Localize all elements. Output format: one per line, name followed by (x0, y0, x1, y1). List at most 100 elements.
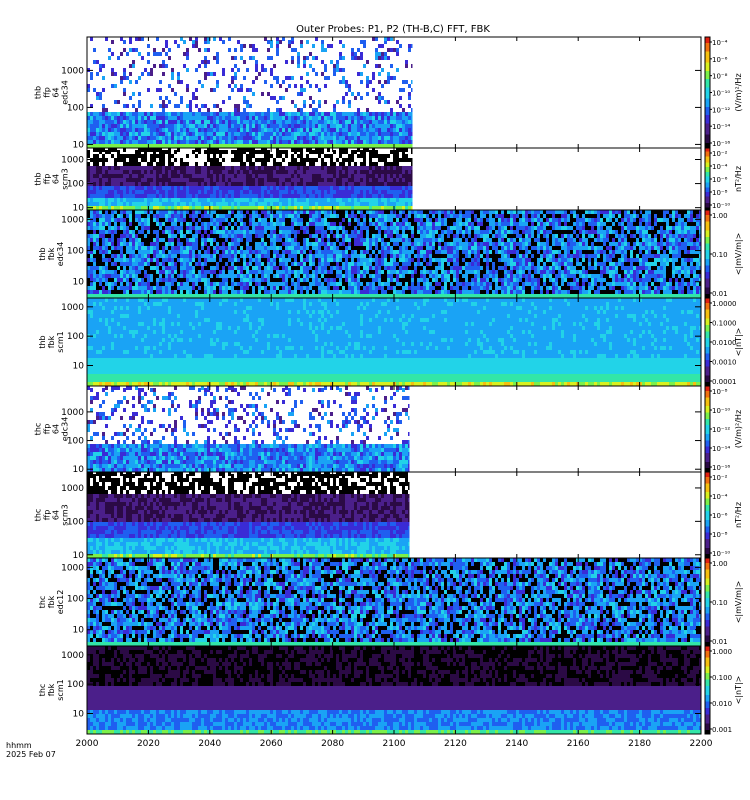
x-tick-label: 2060 (260, 739, 283, 749)
panel-5-colorbar-tick: 10⁻¹⁴ (712, 445, 730, 453)
panel-7-colorbar-tick: 0.01 (712, 638, 728, 646)
panel-8-colorbar-tick: 1.000 (712, 648, 732, 656)
x-tick-label: 2180 (628, 739, 651, 749)
panel-6-colorbar-tick: 10⁻¹⁰ (712, 550, 730, 558)
panel-2-colorbar-tick: 10⁻⁴ (712, 163, 728, 171)
panel-3-colorbar: 1.00 0.10 0.01 <|mV/m|> (704, 209, 743, 299)
panel-8-ytick-label: 1000 (61, 651, 84, 661)
panel-1-colorbar-tick: 10⁻¹⁶ (712, 140, 730, 148)
panel-6-colorbar-label: nT²/Hz (734, 502, 743, 528)
panel-6-ytick-label: 100 (67, 517, 84, 527)
panel-2-ylabel: ffp (43, 174, 52, 185)
panel-6-ytick-label: 1000 (61, 484, 84, 494)
panel-7-colorbar-tick: 1.00 (712, 560, 728, 568)
panel-1-colorbar-tick: 10⁻¹⁰ (712, 90, 730, 98)
panel-7-colorbar-label: <|mV/m|> (734, 581, 743, 624)
panel-3-ylabel: edc34 (56, 242, 65, 267)
panel-7: 10 100 1000 thc fbk edc12 1.00 0.10 0.01 <|mV/m|> (38, 557, 743, 647)
panel-1-ytick-label: 10 (73, 140, 85, 150)
panel-1-colorbar: 10⁻⁴ 10⁻⁶ 10⁻⁸ 10⁻¹⁰ 10⁻¹² 10⁻¹⁴ 10⁻¹⁶ (V/m)²/H… (704, 36, 743, 149)
panel-6-colorbar: 10⁻² 10⁻⁴ 10⁻⁶ 10⁻⁸ 10⁻¹⁰ nT²/Hz (704, 471, 743, 559)
panel-6-colorbar-tick: 10⁻⁶ (712, 512, 728, 520)
panel-6-colorbar-tick: 10⁻⁸ (712, 531, 728, 539)
x-tick-label: 2100 (383, 739, 406, 749)
panel-2-ylabel: scm3 (61, 168, 70, 189)
panel-2-colorbar: 10⁻² 10⁻⁴ 10⁻⁶ 10⁻⁸ 10⁻¹⁰ nT²/Hz (704, 147, 743, 211)
panel-5: 10 100 1000 thc ffp 64 edc34 10⁻⁸ 10⁻¹⁰ 10⁻¹² 10⁻¹… (34, 385, 743, 475)
panel-3: 10 100 1000 thb fbk edc34 1.00 0.10 0.01 <|mV/m|> (38, 209, 743, 299)
x-tick-label: 2000 (76, 739, 99, 749)
panel-4-ylabel: thb (38, 335, 47, 348)
panel-4-ylabel: scm1 (56, 331, 65, 352)
panel-6-ylabel: thc (34, 509, 43, 522)
panel-2-colorbar-tick: 10⁻¹⁰ (712, 202, 730, 210)
panel-5-colorbar-tick: 10⁻¹⁶ (712, 464, 730, 472)
time-label-date: 2025 Feb 07 (6, 750, 56, 759)
panel-3-colorbar-tick: 0.01 (712, 290, 728, 298)
panel-1-ylabel: thb (34, 86, 43, 99)
panel-8-colorbar-label: <|nT|> (734, 676, 743, 705)
panel-5-ytick-label: 10 (73, 465, 85, 475)
panel-3-heatmap (87, 210, 701, 298)
panel-1-colorbar-tick: 10⁻⁸ (712, 73, 728, 81)
panel-1-colorbar-tick: 10⁻⁴ (712, 39, 728, 47)
panel-8-ylabel: fbk (47, 683, 56, 696)
panel-1-colorbar-label: (V/m)²/Hz (734, 73, 743, 111)
panel-1-colorbar-tick: 10⁻¹² (712, 106, 730, 114)
time-label-hhmm: hhmm (6, 741, 32, 750)
panel-4-colorbar-tick: 0.0100 (712, 339, 737, 347)
panel-7-ylabel: thc (38, 596, 47, 609)
panel-2-ylabel: thb (34, 172, 43, 185)
x-tick-label: 2020 (137, 739, 160, 749)
panel-6-ylabel: ffp (43, 510, 52, 521)
panel-7-ylabel: edc12 (56, 590, 65, 615)
x-tick-label: 2120 (444, 739, 467, 749)
x-tick-label: 2080 (321, 739, 344, 749)
x-tick-label: 2140 (505, 739, 528, 749)
panel-3-ylabel: thb (38, 247, 47, 260)
panel-4-ytick-label: 1000 (61, 303, 84, 313)
panel-7-heatmap (87, 558, 701, 646)
panel-5-colorbar-tick: 10⁻¹² (712, 426, 730, 434)
x-axis: 2000 2020 2040 2060 2080 2100 2120 2140 2160 2180… (76, 37, 713, 749)
panel-1-ylabel: ffp (43, 87, 52, 98)
x-tick-label: 2200 (690, 739, 713, 749)
panel-3-ytick-label: 1000 (61, 215, 84, 225)
panel-4-ytick-label: 10 (73, 361, 85, 371)
panel-2-ylabel: 64 (52, 174, 61, 184)
panel-4-ytick-label: 100 (67, 332, 84, 342)
panel-2-ytick-label: 1000 (61, 155, 84, 165)
panel-5-ylabel: 64 (52, 424, 61, 434)
panel-5-ylabel: thc (34, 423, 43, 436)
panel-6-heatmap (87, 472, 410, 558)
panel-5-colorbar-tick: 10⁻⁸ (712, 388, 728, 396)
panel-5-ylabel: edc34 (61, 417, 70, 442)
panel-4-colorbar-tick: 0.0010 (712, 359, 737, 367)
panel-7-colorbar: 1.00 0.10 0.01 <|mV/m|> (704, 557, 743, 647)
panel-3-colorbar-label: <|mV/m|> (734, 233, 743, 276)
panel-8-ytick-label: 10 (73, 709, 85, 719)
panel-1-ytick-label: 1000 (61, 66, 84, 76)
panel-6-ylabel: 64 (52, 510, 61, 520)
panel-2-colorbar-label: nT²/Hz (734, 166, 743, 192)
panel-6-ytick-label: 10 (73, 551, 85, 561)
panel-4-colorbar-tick: 0.1000 (712, 320, 737, 328)
panel-5-colorbar-label: (V/m)²/Hz (734, 410, 743, 448)
panel-5-ytick-label: 100 (67, 437, 84, 447)
figure-title: Outer Probes: P1, P2 (TH-B,C) FFT, FBK (296, 24, 490, 35)
panel-6-colorbar-tick: 10⁻⁴ (712, 493, 728, 501)
panel-8-ylabel: thc (38, 684, 47, 697)
panel-2-colorbar-tick: 10⁻⁸ (712, 189, 728, 197)
panel-8-ytick-label: 100 (67, 680, 84, 690)
panel-2-ytick-label: 10 (73, 204, 85, 214)
panel-1-ylabel: edc34 (61, 80, 70, 105)
panel-2-colorbar-tick: 10⁻² (712, 150, 728, 158)
panel-1-ytick-label: 100 (67, 103, 84, 113)
panel-7-ylabel: fbk (47, 595, 56, 608)
panel-3-ytick-label: 100 (67, 247, 84, 257)
panel-8-ylabel: scm1 (56, 679, 65, 700)
